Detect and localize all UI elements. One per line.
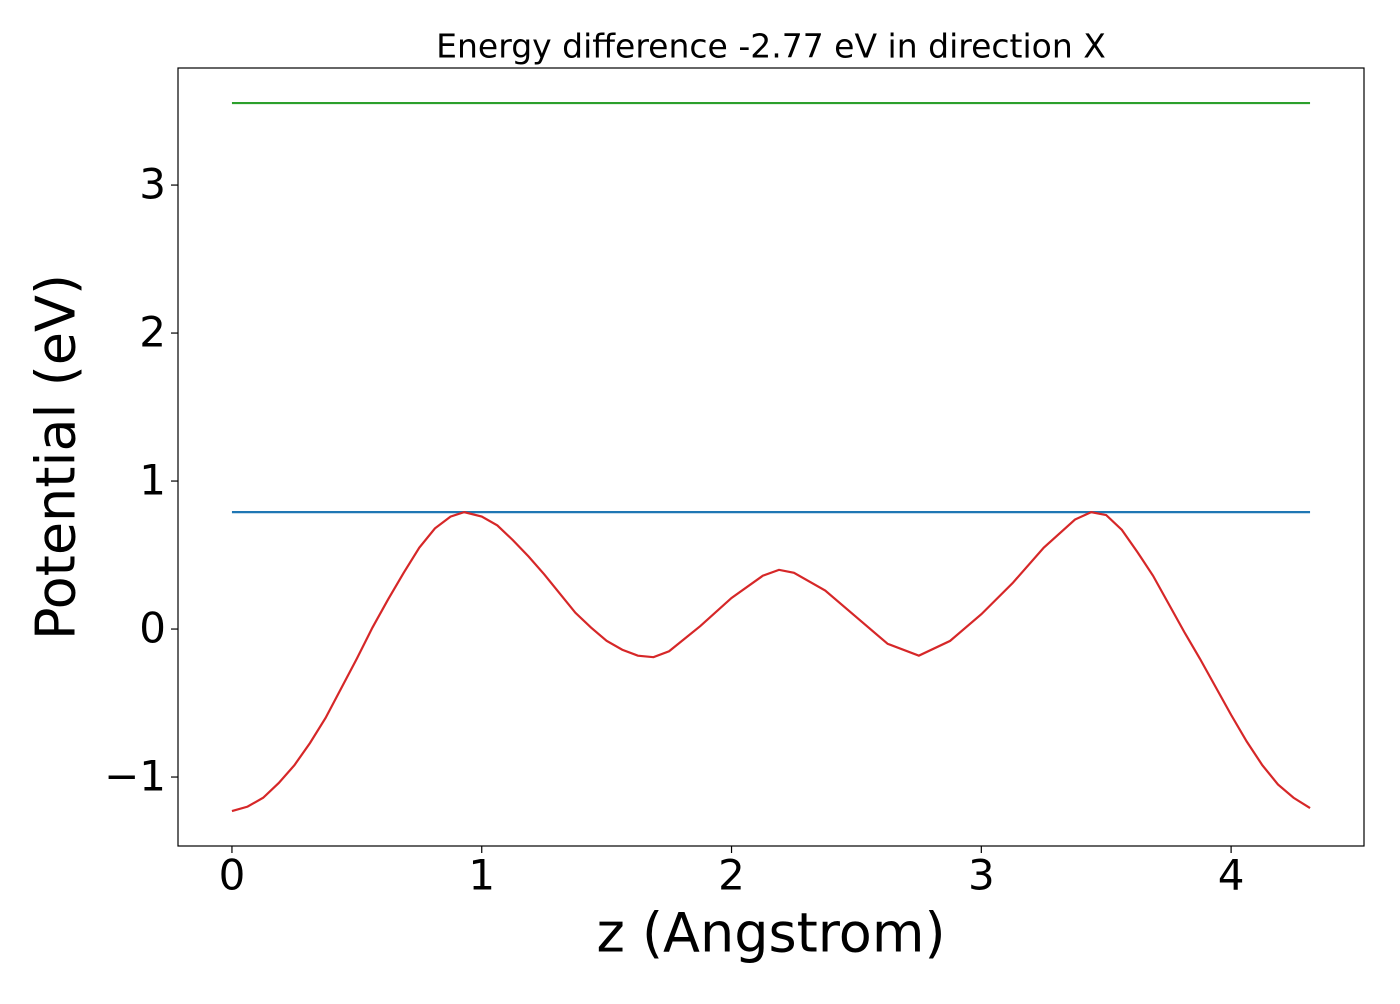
y-axis-label: Potential (eV): [25, 274, 88, 640]
y-tick-label: 3: [139, 160, 166, 209]
x-axis-label: z (Angstrom): [596, 902, 945, 965]
y-tick-label: 2: [139, 308, 166, 357]
y-tick-label: 0: [139, 604, 166, 653]
x-tick-label: 0: [219, 851, 246, 900]
plot-frame: [177, 67, 1365, 847]
chart-title: Energy difference -2.77 eV in direction …: [436, 27, 1106, 66]
y-tick-label: 1: [139, 456, 166, 505]
x-tick-label: 4: [1218, 851, 1245, 900]
series-line: [231, 510, 1311, 813]
x-tick-label: 1: [468, 851, 495, 900]
x-tick-label: 2: [718, 851, 745, 900]
x-tick-label: 3: [968, 851, 995, 900]
y-tick-label: −1: [104, 752, 166, 801]
